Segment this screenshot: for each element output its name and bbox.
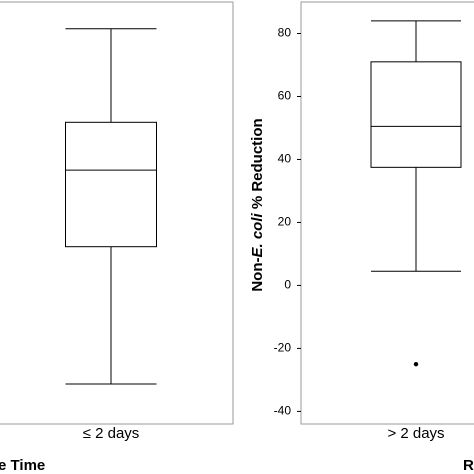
y-tick-label: -20 [274, 341, 292, 355]
y-axis-label: Non-E. coli % Reduction [249, 118, 266, 291]
panel-frame [300, 1, 474, 425]
y-tick-label: 60 [278, 89, 292, 103]
x-axis-label: e Time [0, 457, 45, 474]
y-tick-label: 80 [278, 26, 292, 40]
y-axis-label-part: % Reduction [249, 118, 266, 213]
x-tick-label: > 2 days [387, 425, 444, 442]
x-tick-label: ≤ 2 days [83, 425, 140, 442]
box [65, 121, 157, 248]
x-axis-label: R [463, 457, 474, 474]
outlier [413, 361, 419, 367]
y-tick-label: 20 [278, 215, 292, 229]
y-tick-label: -40 [274, 404, 292, 418]
y-tick-label: 40 [278, 152, 292, 166]
y-tick-label: 0 [284, 278, 291, 292]
y-axis-label-part: Non- [249, 258, 266, 292]
y-axis-label-part: E. coli [249, 213, 266, 258]
panel-frame [0, 1, 234, 425]
box [370, 61, 462, 168]
